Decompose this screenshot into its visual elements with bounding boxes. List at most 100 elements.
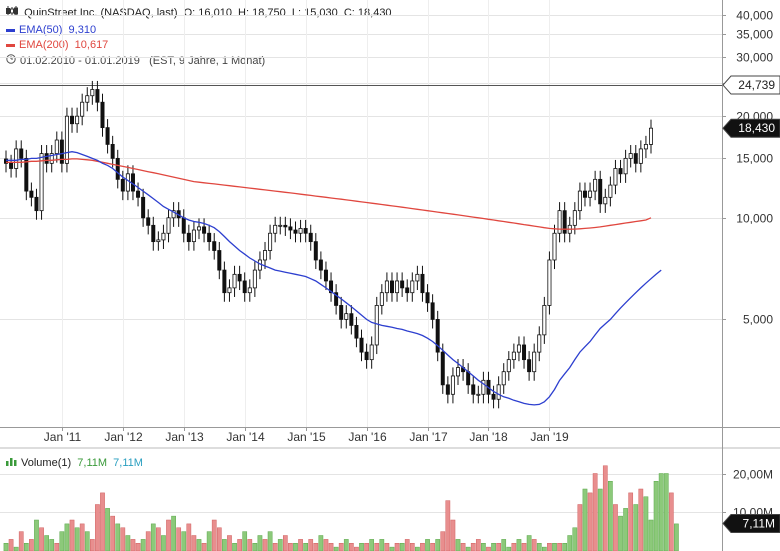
- volume-bar: [69, 519, 75, 551]
- candle-body: [90, 89, 95, 97]
- marker-box: [722, 513, 780, 533]
- volume-bar: [618, 515, 623, 551]
- candle: [359, 329, 364, 362]
- candle-body: [577, 190, 582, 212]
- volume-bar: [613, 504, 618, 551]
- volume-bar: [145, 531, 151, 551]
- y-tick-label: 35,000: [736, 28, 773, 42]
- volume-bar: [440, 531, 446, 551]
- candle: [395, 272, 400, 302]
- y-tick-label: 40,000: [736, 9, 773, 23]
- candle: [608, 176, 613, 207]
- volume-bar: [257, 535, 263, 551]
- candle: [374, 296, 379, 355]
- volume-label: Volume(1): [21, 457, 72, 469]
- x-tick-label: Jan '15: [287, 430, 326, 444]
- candle-body: [537, 334, 542, 353]
- volume-bar: [399, 543, 405, 551]
- volume-bar: [628, 492, 634, 551]
- candle-body: [252, 269, 257, 289]
- volume-bar: [587, 492, 593, 551]
- volume-bar: [430, 543, 435, 551]
- candle: [588, 182, 593, 207]
- volume-bar: [8, 539, 14, 551]
- candle-body: [207, 232, 212, 243]
- candle: [191, 221, 196, 251]
- candle-body: [242, 280, 247, 294]
- candle: [633, 145, 638, 173]
- candle: [105, 119, 110, 154]
- candle-body: [643, 144, 648, 150]
- candle: [506, 351, 511, 381]
- volume-bar: [74, 527, 80, 551]
- candle: [212, 233, 217, 260]
- candle: [64, 107, 69, 173]
- volume-bar: [470, 543, 476, 551]
- candle: [110, 135, 115, 168]
- candle-body: [298, 228, 303, 234]
- candle-body: [313, 241, 318, 261]
- candle: [303, 219, 308, 243]
- candle: [268, 224, 273, 260]
- volume-bar: [288, 543, 293, 551]
- volume-legend[interactable]: Volume(1) 7,11M 7,11M: [6, 456, 143, 470]
- volume-bar: [18, 531, 24, 551]
- marker-label: 24,739: [738, 78, 775, 92]
- candle-body: [19, 148, 24, 159]
- candle-body: [191, 229, 196, 243]
- volume-bar: [511, 543, 517, 551]
- volume-bar: [166, 519, 171, 551]
- volume-value-2: 7,11M: [113, 457, 143, 469]
- candle-body: [146, 217, 151, 226]
- volume-bar: [49, 539, 55, 551]
- candle-body: [49, 153, 54, 164]
- volume-bar: [29, 539, 34, 551]
- candle: [511, 343, 516, 369]
- volume-bar: [318, 535, 324, 551]
- candle-body: [476, 393, 481, 396]
- candle-body: [562, 210, 567, 234]
- candle: [196, 218, 201, 240]
- candle-body: [339, 305, 344, 320]
- volume-bar: [354, 546, 359, 551]
- candle-body: [278, 224, 283, 227]
- candle-body: [29, 190, 34, 198]
- candle: [59, 131, 64, 173]
- candle: [527, 351, 532, 381]
- candle: [415, 265, 420, 291]
- candle-body: [273, 224, 278, 234]
- candle-body: [80, 101, 85, 117]
- candle-body: [95, 89, 100, 103]
- volume-bar: [491, 543, 496, 551]
- volume-bar: [161, 535, 166, 551]
- volume-bar: [562, 543, 568, 551]
- candle: [425, 284, 430, 312]
- x-tick-label: Jan '14: [226, 430, 265, 444]
- candle-body: [415, 273, 420, 282]
- volume-bar: [577, 504, 583, 551]
- candle: [501, 363, 506, 394]
- volume-bar: [34, 519, 39, 551]
- x-tick-label: Jan '12: [104, 430, 143, 444]
- volume-bar: [298, 539, 303, 551]
- candle: [435, 310, 440, 362]
- volume-bar: [115, 523, 121, 551]
- candle: [354, 316, 359, 348]
- candlestick-icon: [6, 6, 18, 20]
- high-price-marker: 24,739: [722, 75, 780, 95]
- ema50-legend[interactable]: EMA(50) 9,310: [6, 23, 96, 37]
- marker-box: [722, 75, 780, 95]
- volume-bar: [150, 523, 156, 551]
- candle: [293, 221, 298, 243]
- candle-body: [9, 162, 14, 169]
- volume-bar: [415, 546, 420, 551]
- candle-body: [222, 269, 227, 294]
- candle-body: [532, 351, 537, 373]
- ema200-legend[interactable]: EMA(200) 10,617: [6, 38, 108, 52]
- candle: [278, 216, 283, 235]
- candle: [557, 202, 562, 243]
- volume-bar: [496, 543, 501, 551]
- volume-bar: [156, 527, 161, 551]
- volume-bar: [623, 508, 628, 551]
